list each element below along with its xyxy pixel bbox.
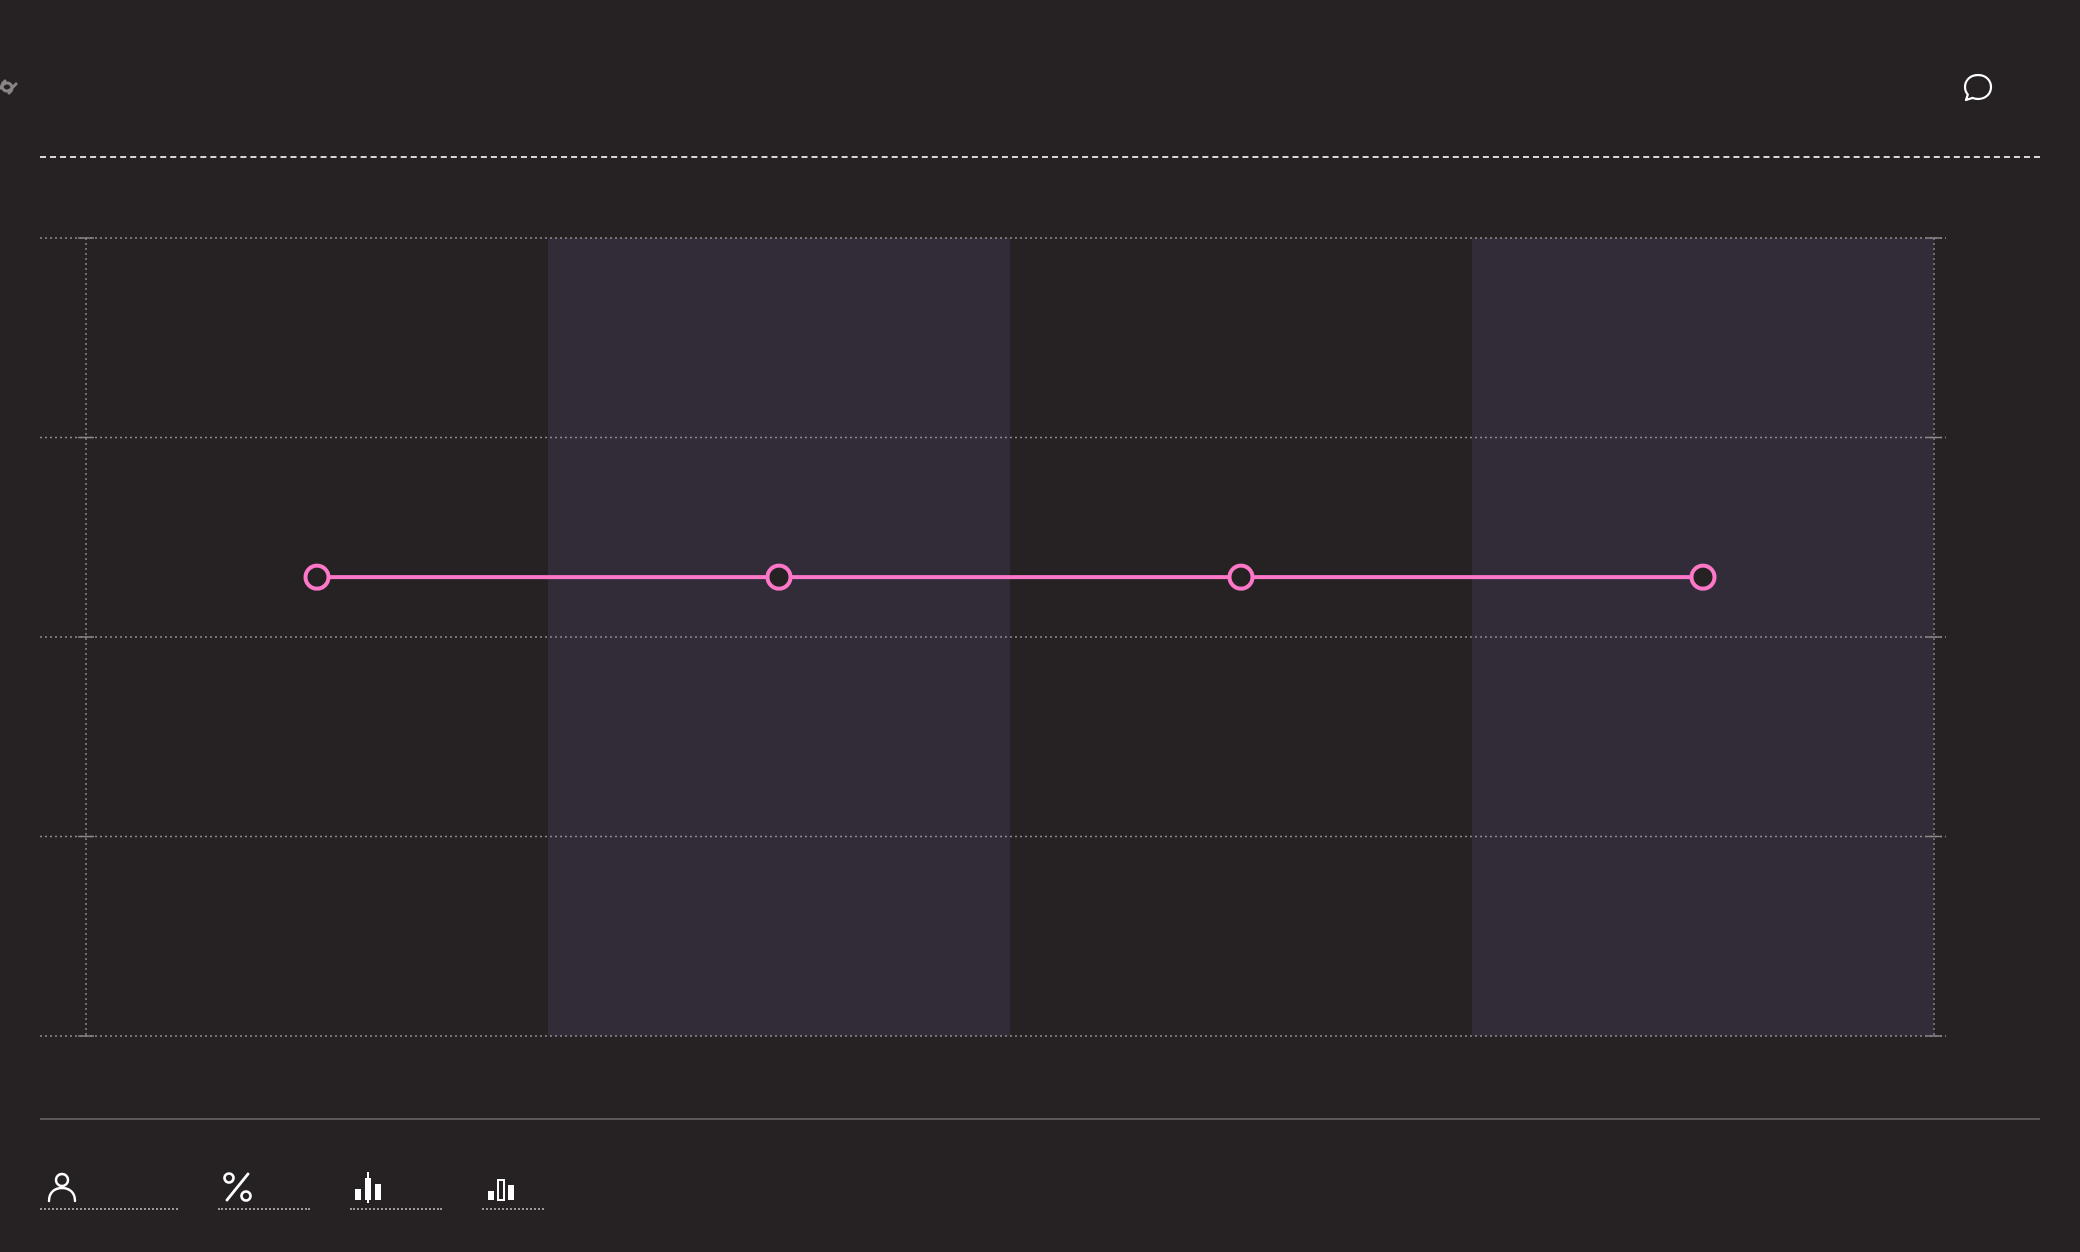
category-band-4 — [1472, 238, 1934, 1036]
person-icon — [47, 1172, 77, 1203]
data-point-2[interactable] — [765, 563, 793, 591]
data-point-1[interactable] — [303, 563, 331, 591]
person-filter-button[interactable] — [40, 1166, 178, 1210]
footer-divider — [40, 1118, 2040, 1120]
candlestick-chart-button[interactable] — [350, 1166, 442, 1210]
bar-chart-icon — [488, 1179, 514, 1201]
link-icon[interactable] — [0, 74, 22, 102]
data-point-4[interactable] — [1689, 563, 1717, 591]
data-point-3[interactable] — [1227, 563, 1255, 591]
percent-icon — [223, 1172, 252, 1202]
comment-icon[interactable] — [1962, 72, 1994, 104]
bar-chart-button[interactable] — [482, 1166, 544, 1210]
candlestick-chart-icon — [355, 1172, 381, 1203]
percent-button[interactable] — [218, 1166, 310, 1210]
header-divider — [40, 156, 2040, 158]
